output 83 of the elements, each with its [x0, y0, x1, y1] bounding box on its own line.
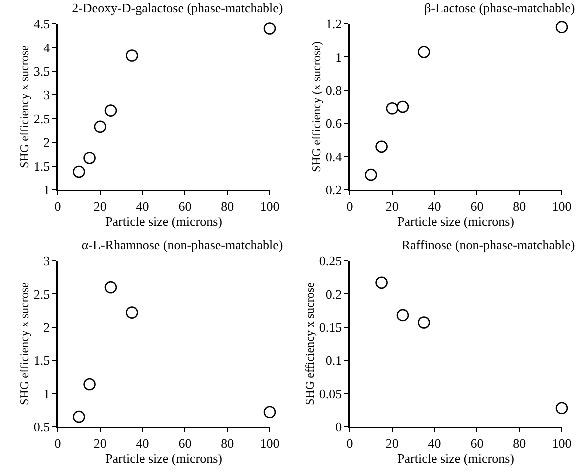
point — [365, 168, 378, 182]
point — [94, 120, 107, 134]
y-tick-label: 2.5 — [34, 111, 50, 126]
y-tick-label: 2 — [44, 320, 50, 335]
y-tick-label: 1 — [336, 50, 342, 65]
point — [73, 166, 86, 178]
y-tick-label: 0.15 — [319, 320, 342, 335]
y-axis-title: SHG efficiency (x sucrose) — [309, 42, 324, 172]
y-tick-label: 0.2 — [326, 286, 342, 302]
x-axis-title: Particle size (microns) — [398, 214, 514, 229]
point — [126, 306, 138, 319]
y-tick-label: 2.5 — [34, 286, 50, 302]
x-tick-label: 0 — [54, 436, 62, 451]
x-axis-title: Particle size (microns) — [106, 214, 222, 229]
x-tick-label: 20 — [386, 436, 399, 451]
y-tick-label: 0.4 — [326, 149, 343, 164]
y-tick-label: 2 — [44, 135, 50, 150]
point — [84, 378, 96, 391]
point — [84, 152, 96, 164]
y-tick-label: 1 — [44, 182, 50, 198]
x-tick-label: 40 — [428, 198, 442, 214]
chart-title: α-L-Rhamnose (non-phase-matchable) — [82, 238, 284, 253]
x-tick-label: 60 — [470, 436, 484, 451]
point — [264, 406, 276, 419]
x-tick-label: 80 — [221, 436, 234, 451]
x-tick-label: 100 — [260, 436, 280, 451]
x-tick-label: 0 — [346, 198, 354, 214]
point — [396, 100, 410, 114]
x-axis-title: Particle size (microns) — [398, 450, 514, 466]
point — [73, 410, 86, 424]
y-axis-title: SHG efficiency x sucrose — [302, 282, 317, 406]
x-tick-label: 80 — [513, 198, 526, 214]
point — [556, 402, 568, 415]
point — [264, 22, 276, 35]
chart-title: β-Lactose (phase-matchable) — [424, 0, 576, 16]
point — [376, 276, 388, 290]
x-tick-label: 20 — [94, 198, 107, 214]
point — [418, 46, 430, 58]
y-tick-label: 0.8 — [326, 82, 342, 98]
y-tick-label: 1.5 — [34, 158, 50, 174]
point — [396, 309, 410, 322]
y-axis-title: SHG efficiency x sucrose — [17, 46, 32, 168]
y-tick-label: 0 — [336, 420, 342, 435]
point — [104, 104, 118, 117]
x-tick-label: 0 — [54, 198, 62, 214]
y-axis-title: SHG efficiency x sucrose — [17, 282, 32, 406]
x-tick-label: 60 — [178, 436, 192, 451]
y-tick-label: 3.5 — [34, 64, 50, 79]
y-tick-label: 3 — [44, 88, 50, 103]
x-tick-label: 20 — [386, 198, 399, 214]
x-tick-label: 40 — [136, 436, 150, 451]
y-tick-label: 0.2 — [326, 182, 342, 198]
x-tick-label: 100 — [552, 198, 572, 214]
x-axis-title: Particle size (microns) — [106, 450, 222, 466]
x-tick-label: 20 — [94, 436, 107, 451]
y-tick-label: 1.2 — [326, 16, 342, 32]
y-tick-label: 3 — [44, 254, 50, 269]
y-tick-label: 0.25 — [319, 254, 342, 269]
point — [418, 316, 430, 329]
chart-title: Raffinose (non-phase-matchable) — [402, 238, 576, 253]
point — [104, 281, 118, 294]
x-tick-label: 100 — [552, 436, 572, 451]
x-tick-label: 60 — [178, 198, 192, 214]
y-tick-label: 0.6 — [326, 116, 343, 132]
x-tick-label: 40 — [136, 198, 150, 214]
point — [126, 50, 138, 62]
y-tick-label: 0.5 — [34, 420, 50, 435]
point — [386, 102, 399, 115]
x-tick-label: 80 — [513, 436, 526, 451]
y-tick-label: 4.5 — [34, 16, 50, 32]
y-tick-label: 1.5 — [34, 353, 50, 368]
y-tick-label: 0.1 — [326, 353, 342, 368]
x-tick-label: 100 — [260, 198, 280, 214]
chart-title: 2-Deoxy-D-galactose (phase-matchable) — [72, 0, 284, 16]
point — [556, 21, 568, 34]
x-tick-label: 0 — [346, 436, 354, 451]
x-tick-label: 40 — [428, 436, 442, 451]
x-tick-label: 60 — [470, 198, 484, 214]
y-tick-label: 1 — [44, 386, 50, 402]
y-tick-label: 4 — [44, 40, 51, 56]
x-tick-label: 80 — [221, 198, 234, 214]
y-tick-label: 0.05 — [319, 386, 342, 402]
point — [376, 140, 388, 153]
